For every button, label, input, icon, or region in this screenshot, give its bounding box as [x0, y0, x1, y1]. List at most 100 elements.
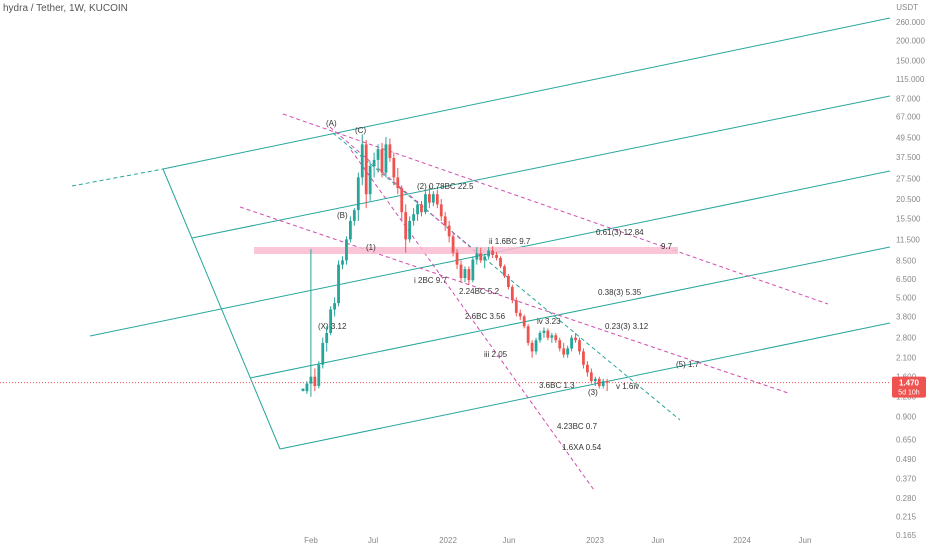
candle-body	[428, 194, 431, 203]
price-tick-label: 0.280	[896, 494, 917, 503]
time-tick-label: 2023	[586, 536, 604, 545]
candles	[301, 134, 609, 397]
candle-body	[582, 351, 585, 365]
candle-body	[463, 269, 467, 279]
candle-body	[325, 332, 329, 343]
candle-body	[514, 300, 518, 313]
candle-body	[495, 254, 498, 258]
candle-body	[435, 194, 439, 205]
candle-body	[542, 330, 546, 333]
candle-body	[439, 204, 443, 217]
price-tick-label: 115.000	[896, 75, 925, 84]
fib-dashed-line	[239, 206, 789, 394]
candle-body	[384, 144, 388, 173]
teal-dashed-line	[332, 132, 681, 421]
candle-body	[526, 326, 530, 343]
price-tick-label: 2.800	[896, 334, 917, 343]
price-tick-label: 0.490	[896, 455, 917, 464]
candle-body	[601, 381, 605, 386]
candle-body	[305, 383, 309, 392]
wave-label: (3)	[588, 388, 598, 397]
wave-label: (C)	[355, 126, 366, 135]
price-tick-label: 11.500	[896, 235, 920, 244]
candle-body	[510, 287, 514, 301]
price-tick-label: 3.800	[896, 312, 917, 321]
candle-body	[380, 149, 384, 173]
candle-body	[420, 204, 423, 213]
wave-label: 4.23BC 0.7	[557, 422, 598, 431]
price-tick-label: 37.500	[896, 153, 921, 162]
wave-label: (5) 1.7	[676, 360, 700, 369]
channel-line	[162, 17, 891, 170]
candle-body	[570, 337, 573, 349]
resistance-zone	[254, 247, 678, 254]
candle-body	[321, 342, 325, 365]
time-axis: Feb Jul 2022 Jun 2023 Jun 2024 Jun	[304, 536, 811, 545]
price-badge-value: 1.470	[899, 379, 920, 388]
price-tick-label: 67.000	[896, 113, 921, 122]
price-tick-label: 0.215	[896, 512, 917, 521]
fib-dashed-line	[329, 126, 486, 261]
wave-label: v 1.6iv	[616, 382, 639, 391]
candle-body	[475, 253, 479, 260]
candle-body	[499, 257, 502, 267]
price-tick-label: 20.500	[896, 195, 921, 204]
candle-body	[479, 253, 483, 261]
candle-body	[412, 214, 415, 221]
candle-body	[538, 332, 542, 341]
candle-body	[317, 364, 321, 386]
wave-label: 2.24BC 5.2	[459, 287, 500, 296]
candle-body	[597, 378, 601, 386]
candle-body	[518, 312, 522, 317]
candle-body	[333, 303, 336, 310]
wave-label: iv 3.23	[537, 317, 561, 326]
channel-line	[191, 95, 891, 239]
candle-body	[396, 177, 400, 189]
candle-body	[593, 378, 597, 382]
candle-body	[471, 259, 475, 281]
candle-body	[574, 337, 577, 341]
price-tick-label: 87.000	[896, 94, 921, 103]
candle-body	[364, 144, 368, 195]
price-tick-label: 27.500	[896, 175, 921, 184]
wave-label: 3.6BC 1.3	[539, 381, 575, 390]
candle-body	[507, 275, 510, 288]
candle-body	[309, 376, 313, 384]
candle-body	[313, 376, 317, 386]
candle-body	[562, 348, 566, 355]
candle-body	[546, 330, 550, 338]
candle-body	[424, 194, 427, 213]
candle-body	[356, 177, 360, 211]
fib-dashed-line	[282, 113, 829, 305]
price-tick-label: 0.370	[896, 475, 917, 484]
candle-body	[491, 250, 494, 255]
candle-body	[443, 216, 447, 226]
wave-label: 2.6BC 3.56	[465, 312, 506, 321]
resistance-zone-rect	[254, 247, 678, 254]
time-tick-label: Jun	[799, 536, 812, 545]
candle-body	[459, 264, 463, 279]
time-tick-label: 2022	[439, 536, 457, 545]
candle-body	[376, 149, 380, 160]
candle-body	[404, 212, 408, 240]
time-tick-label: Jun	[652, 536, 665, 545]
candle-body	[368, 165, 372, 195]
price-tick-label: 15.500	[896, 215, 921, 224]
candle-body	[589, 372, 593, 382]
time-tick-label: 2024	[733, 536, 751, 545]
candle-body	[301, 388, 305, 392]
time-tick-label: Jul	[368, 536, 378, 545]
chart-title: hydra / Tether, 1W, KUCOIN	[3, 3, 128, 14]
candle-body	[554, 335, 558, 341]
candle-body	[487, 250, 491, 257]
wave-label: 0.23(3) 3.12	[605, 322, 649, 331]
price-tick-label: 49.500	[896, 134, 921, 143]
wave-label: ii 1.6BC 9.7	[489, 237, 531, 246]
candle-body	[337, 264, 340, 304]
channel-line	[279, 322, 891, 450]
wave-label: (B)	[337, 211, 348, 220]
wave-label: (1)	[366, 243, 376, 252]
candle-body	[558, 340, 562, 349]
candle-body	[408, 220, 412, 240]
